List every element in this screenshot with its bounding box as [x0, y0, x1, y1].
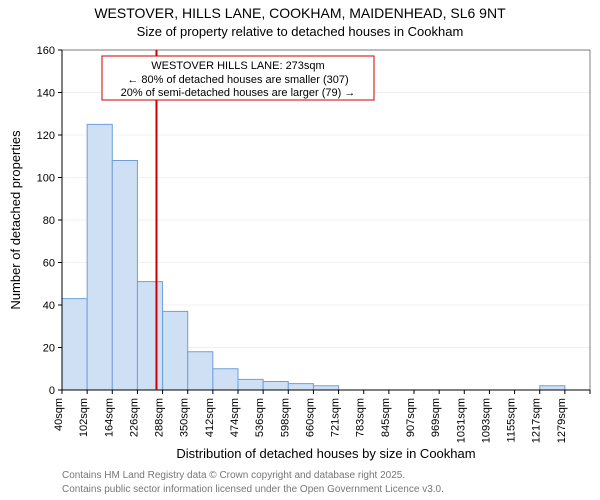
xtick-label: 226sqm	[128, 398, 140, 437]
ytick-label: 100	[37, 173, 55, 185]
ytick-label: 0	[49, 385, 55, 397]
histogram-bar	[62, 299, 87, 390]
xtick-label: 536sqm	[254, 398, 266, 437]
credits-line1: Contains HM Land Registry data © Crown c…	[62, 470, 405, 481]
xtick-label: 350sqm	[179, 398, 191, 437]
y-axis-label: Number of detached properties	[8, 130, 23, 310]
xtick-label: 288sqm	[154, 398, 166, 437]
ytick-label: 40	[43, 300, 55, 312]
histogram-bar	[213, 369, 238, 390]
histogram-bar	[112, 161, 137, 391]
xtick-label: 164sqm	[103, 398, 115, 437]
ytick-label: 140	[37, 88, 55, 100]
xtick-label: 1031sqm	[455, 398, 467, 443]
annotation-line3: 20% of semi-detached houses are larger (…	[121, 87, 356, 99]
histogram-bar	[263, 382, 288, 391]
xtick-label: 1155sqm	[506, 398, 518, 442]
histogram-bar	[288, 384, 313, 390]
x-axis-label: Distribution of detached houses by size …	[176, 446, 475, 461]
xtick-label: 1217sqm	[531, 398, 543, 443]
annotation-line1: WESTOVER HILLS LANE: 273sqm	[151, 60, 324, 72]
histogram-bar	[87, 124, 112, 390]
xtick-label: 783sqm	[355, 398, 367, 437]
xtick-label: 721sqm	[330, 398, 342, 437]
histogram-bar	[238, 379, 263, 390]
credits-line2: Contains public sector information licen…	[62, 484, 444, 495]
xtick-label: 598sqm	[279, 398, 291, 437]
chart-title-main: WESTOVER, HILLS LANE, COOKHAM, MAIDENHEA…	[94, 5, 506, 21]
ytick-label: 20	[43, 343, 55, 355]
xtick-label: 969sqm	[430, 398, 442, 437]
histogram-bar	[540, 386, 565, 390]
xtick-label: 1279sqm	[556, 398, 568, 443]
xtick-label: 1093sqm	[480, 398, 492, 443]
annotation-line2: ← 80% of detached houses are smaller (30…	[127, 74, 348, 86]
xtick-label: 845sqm	[380, 398, 392, 437]
xtick-label: 474sqm	[229, 398, 241, 437]
chart-title-sub: Size of property relative to detached ho…	[137, 24, 464, 39]
ytick-label: 160	[37, 45, 55, 57]
xtick-label: 102sqm	[78, 398, 90, 437]
histogram-bar	[137, 282, 162, 390]
xtick-label: 40sqm	[53, 398, 65, 431]
ytick-label: 80	[43, 215, 55, 227]
histogram-bar	[163, 311, 188, 390]
ytick-label: 120	[37, 130, 55, 142]
ytick-label: 60	[43, 258, 55, 270]
histogram-bar	[188, 352, 213, 390]
xtick-label: 660sqm	[304, 398, 316, 437]
xtick-label: 412sqm	[204, 398, 216, 437]
histogram-bar	[313, 386, 338, 390]
xtick-label: 907sqm	[405, 398, 417, 437]
